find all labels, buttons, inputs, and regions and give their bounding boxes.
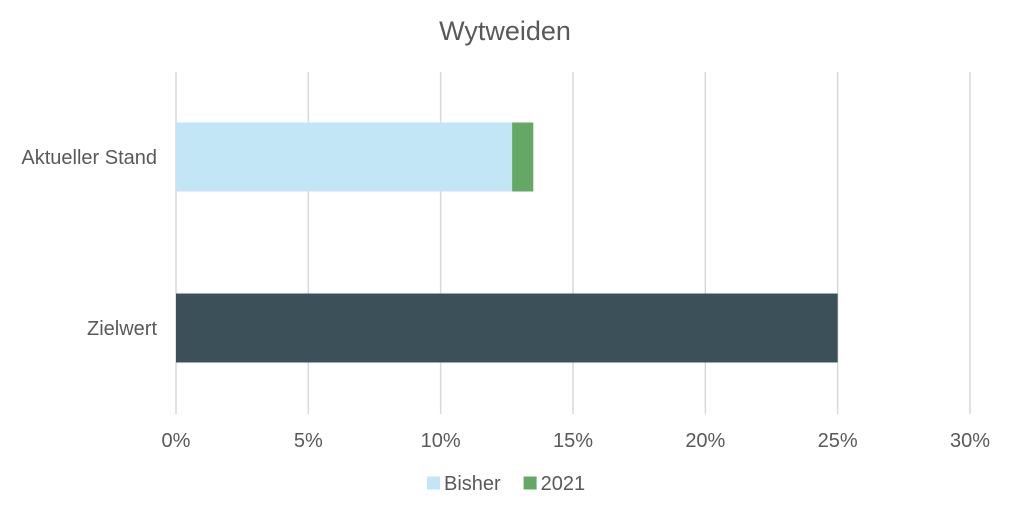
- legend-label: Bisher: [444, 473, 501, 495]
- x-tick-label: 10%: [421, 430, 461, 452]
- x-tick-label: 15%: [553, 430, 593, 452]
- category-label: Zielwert: [87, 318, 157, 340]
- x-tick-label: 30%: [950, 430, 990, 452]
- x-tick-label: 25%: [818, 430, 858, 452]
- bars: [176, 122, 838, 363]
- legend: Bisher 2021: [427, 473, 585, 495]
- chart-title: Wytweiden: [439, 16, 571, 46]
- legend-swatch: [427, 476, 440, 490]
- legend-label: 2021: [541, 473, 586, 495]
- bar-segment: [176, 293, 838, 363]
- bar-segment: [512, 122, 534, 192]
- x-tick-label: 0%: [162, 430, 191, 452]
- x-tick-label: 20%: [685, 430, 725, 452]
- legend-swatch: [523, 476, 537, 490]
- bar-segment: [176, 122, 513, 192]
- category-label: Aktueller Stand: [21, 147, 157, 169]
- x-tick-label: 5%: [294, 430, 323, 452]
- x-tick-labels: 0% 5% 10% 15% 20% 25% 30%: [162, 430, 991, 452]
- category-labels: Aktueller Stand Zielwert: [21, 147, 157, 340]
